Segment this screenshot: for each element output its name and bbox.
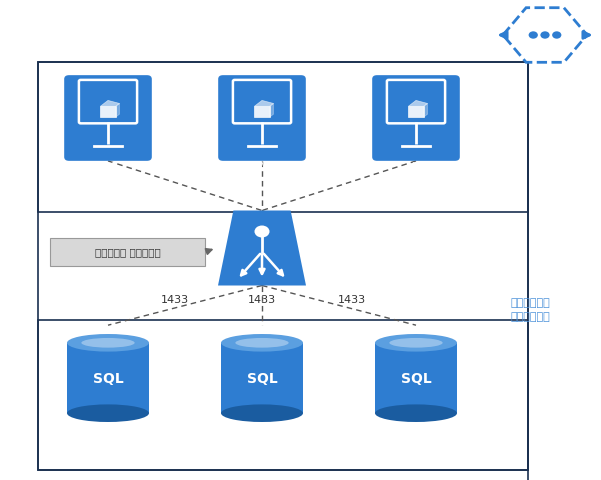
Polygon shape xyxy=(218,211,306,286)
Text: データベース
層サブネット: データベース 層サブネット xyxy=(510,298,550,322)
Ellipse shape xyxy=(81,338,135,348)
Polygon shape xyxy=(254,100,273,106)
FancyBboxPatch shape xyxy=(233,80,291,123)
Ellipse shape xyxy=(375,334,457,351)
Ellipse shape xyxy=(389,338,443,348)
FancyBboxPatch shape xyxy=(218,75,306,161)
Polygon shape xyxy=(254,106,270,117)
Ellipse shape xyxy=(236,338,288,348)
Circle shape xyxy=(254,226,269,238)
Text: 1433: 1433 xyxy=(161,295,189,305)
Polygon shape xyxy=(115,104,120,117)
Polygon shape xyxy=(408,106,424,117)
Polygon shape xyxy=(503,8,587,62)
FancyBboxPatch shape xyxy=(221,343,303,413)
FancyBboxPatch shape xyxy=(67,343,149,413)
FancyBboxPatch shape xyxy=(372,75,460,161)
Text: 1433: 1433 xyxy=(338,295,366,305)
Circle shape xyxy=(552,31,561,39)
Polygon shape xyxy=(100,106,115,117)
Text: 内部ロード バランサー: 内部ロード バランサー xyxy=(94,247,160,257)
Ellipse shape xyxy=(221,404,303,422)
Text: VM: VM xyxy=(254,162,270,172)
Text: SQL: SQL xyxy=(93,372,123,386)
Text: 1433: 1433 xyxy=(248,295,276,305)
FancyBboxPatch shape xyxy=(79,80,137,123)
FancyBboxPatch shape xyxy=(64,75,152,161)
Text: VM: VM xyxy=(407,162,425,172)
Ellipse shape xyxy=(375,404,457,422)
Ellipse shape xyxy=(67,404,149,422)
FancyBboxPatch shape xyxy=(387,80,445,123)
FancyBboxPatch shape xyxy=(375,343,457,413)
Circle shape xyxy=(529,31,538,39)
Text: SQL: SQL xyxy=(401,372,432,386)
Ellipse shape xyxy=(67,334,149,351)
Polygon shape xyxy=(270,104,273,117)
Circle shape xyxy=(540,31,550,39)
Text: VM: VM xyxy=(99,162,117,172)
Polygon shape xyxy=(424,104,427,117)
FancyBboxPatch shape xyxy=(50,238,205,266)
Polygon shape xyxy=(100,100,120,106)
Polygon shape xyxy=(408,100,427,106)
Text: SQL: SQL xyxy=(246,372,278,386)
Ellipse shape xyxy=(221,334,303,351)
